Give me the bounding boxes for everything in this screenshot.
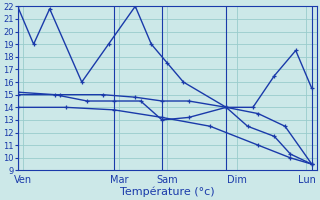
X-axis label: Température (°c): Température (°c) bbox=[120, 187, 215, 197]
